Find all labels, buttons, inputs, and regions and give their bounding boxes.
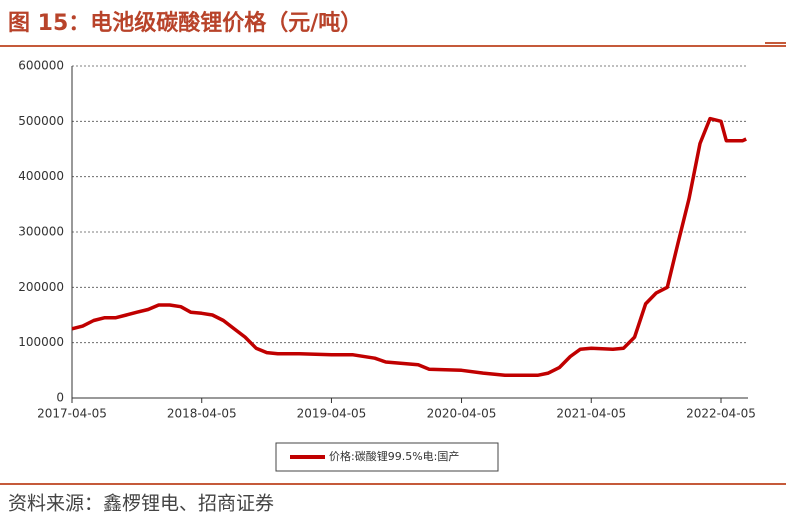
source: 资料来源：鑫椤锂电、招商证券 (8, 493, 274, 515)
x-tick-label: 2022-04-05 (686, 407, 756, 421)
y-tick-label: 0 (56, 391, 64, 405)
x-tick-label: 2020-04-05 (427, 407, 497, 421)
x-tick-label: 2019-04-05 (297, 407, 367, 421)
x-tick-label: 2021-04-05 (556, 407, 626, 421)
y-tick-label: 300000 (18, 225, 64, 239)
y-tick-label: 100000 (18, 335, 64, 349)
chart-title: 图 15：电池级碳酸锂价格（元/吨） (8, 10, 362, 36)
data-line (71, 116, 747, 378)
x-tick-label: 2018-04-05 (167, 407, 237, 421)
y-tick-label: 500000 (18, 114, 64, 128)
legend-label: 价格:碳酸锂99.5%电:国产 (329, 449, 459, 463)
x-tick-label: 2017-04-05 (37, 407, 107, 421)
y-tick-label: 200000 (18, 280, 64, 294)
y-tick-label: 400000 (18, 169, 64, 183)
legend-box (275, 442, 499, 472)
y-tick-label: 600000 (18, 59, 64, 73)
